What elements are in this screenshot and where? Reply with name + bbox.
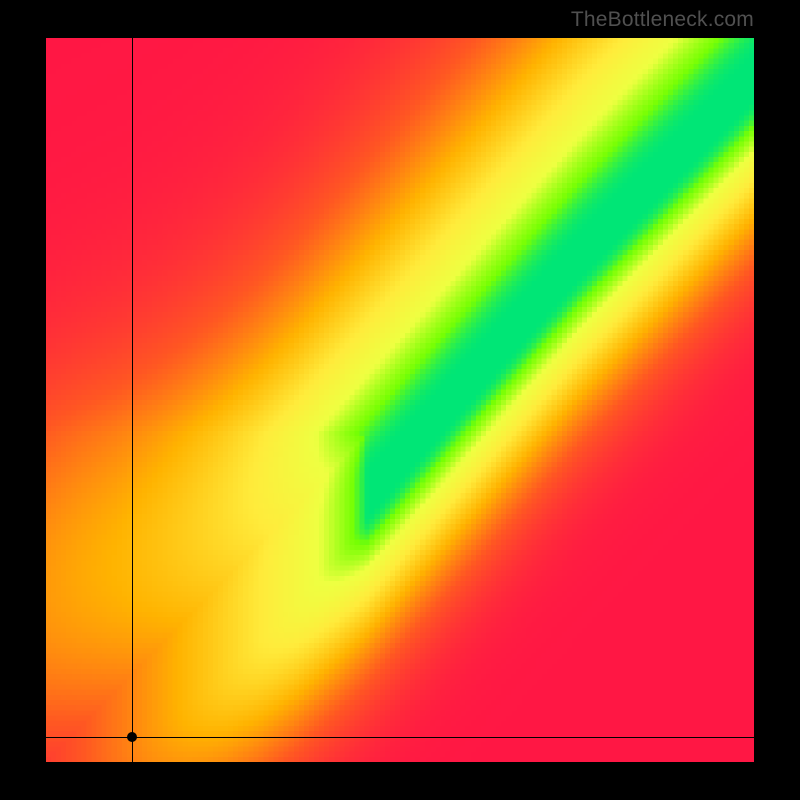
watermark-text: TheBottleneck.com (571, 8, 754, 32)
heatmap-canvas (46, 38, 754, 762)
crosshair-vertical (132, 38, 133, 762)
heatmap-plot (46, 38, 754, 762)
crosshair-horizontal (46, 737, 754, 738)
crosshair-marker (127, 732, 137, 742)
